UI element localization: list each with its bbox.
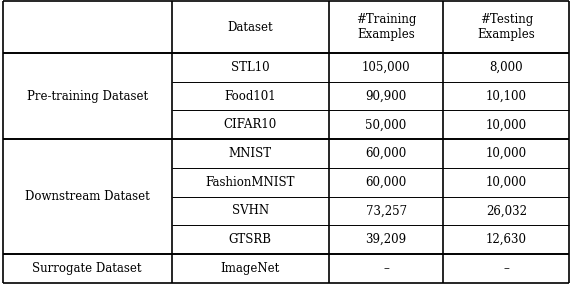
Text: #Testing
Examples: #Testing Examples [478, 13, 535, 41]
Text: 90,900: 90,900 [366, 89, 407, 103]
Text: FashionMNIST: FashionMNIST [205, 176, 295, 189]
Text: 12,630: 12,630 [486, 233, 527, 246]
Text: Surrogate Dataset: Surrogate Dataset [33, 262, 142, 275]
Text: 10,000: 10,000 [486, 176, 527, 189]
Text: Food101: Food101 [224, 89, 276, 103]
Text: 73,257: 73,257 [366, 204, 407, 217]
Text: MNIST: MNIST [229, 147, 272, 160]
Text: #Training
Examples: #Training Examples [356, 13, 416, 41]
Text: Dataset: Dataset [228, 21, 273, 34]
Text: GTSRB: GTSRB [229, 233, 272, 246]
Text: ImageNet: ImageNet [221, 262, 280, 275]
Text: 39,209: 39,209 [366, 233, 407, 246]
Text: 26,032: 26,032 [486, 204, 527, 217]
Text: 105,000: 105,000 [362, 61, 411, 74]
Text: 60,000: 60,000 [366, 176, 407, 189]
Text: 50,000: 50,000 [366, 118, 407, 131]
Text: 10,000: 10,000 [486, 118, 527, 131]
Text: 10,000: 10,000 [486, 147, 527, 160]
Text: SVHN: SVHN [232, 204, 269, 217]
Text: CIFAR10: CIFAR10 [224, 118, 277, 131]
Text: 10,100: 10,100 [486, 89, 527, 103]
Text: –: – [383, 262, 389, 275]
Text: 60,000: 60,000 [366, 147, 407, 160]
Text: –: – [503, 262, 509, 275]
Text: 8,000: 8,000 [490, 61, 523, 74]
Text: STL10: STL10 [231, 61, 269, 74]
Text: Pre-training Dataset: Pre-training Dataset [27, 89, 148, 103]
Text: Downstream Dataset: Downstream Dataset [25, 190, 150, 203]
